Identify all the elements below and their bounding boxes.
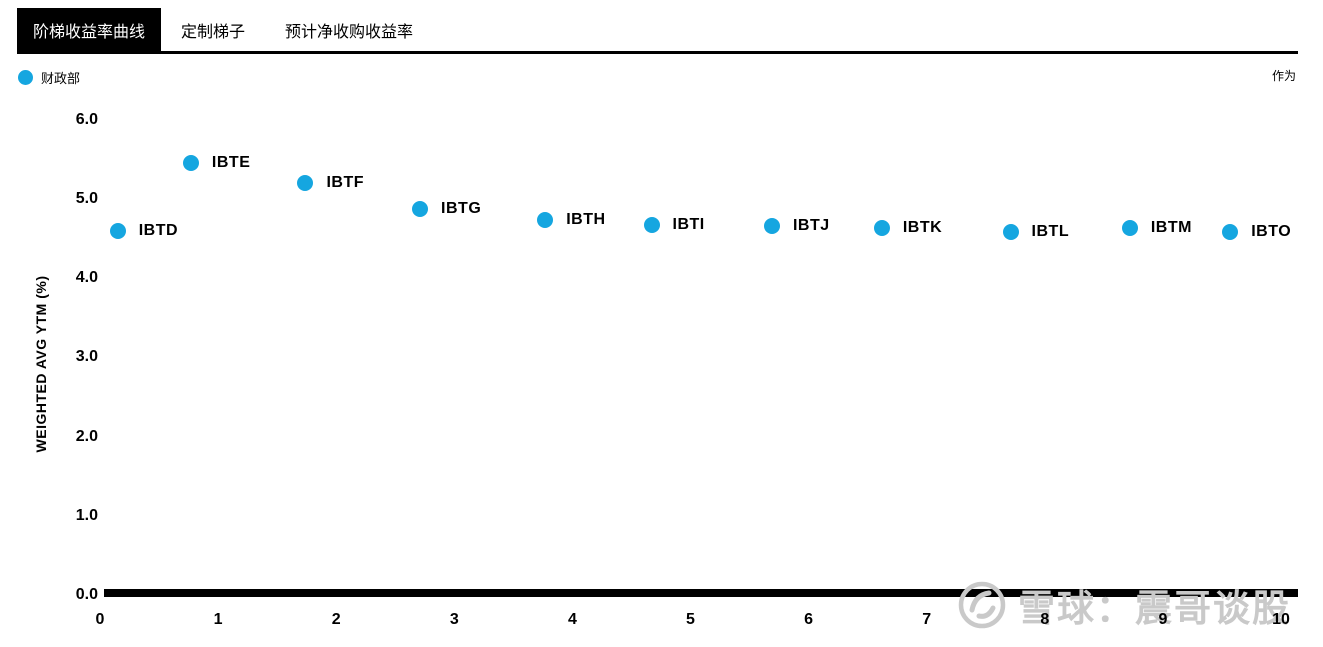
legend-series-dot-icon [18,70,33,85]
data-point-label: IBTL [1031,222,1070,240]
data-point-label: IBTD [138,221,179,239]
y-tick-label: 2.0 [75,427,98,445]
data-point-IBTG[interactable] [412,200,429,217]
x-tick-label: 8 [1040,611,1050,628]
tab-label: 定制梯子 [181,23,246,41]
data-point-IBTO[interactable] [1222,223,1239,240]
data-point-IBTD[interactable] [109,222,126,239]
data-point-label: IBTJ [792,217,830,235]
x-tick-label: 4 [567,611,577,628]
y-tick-label: 5.0 [75,190,98,208]
x-tick-label: 2 [331,611,341,628]
data-point-IBTE[interactable] [182,154,199,171]
y-tick-label: 6.0 [75,110,98,128]
data-point-label: IBTO [1251,222,1292,240]
data-point-IBTJ[interactable] [763,218,780,235]
data-point-IBTF[interactable] [297,175,314,192]
data-point-label: IBTF [326,174,365,192]
x-tick-label: 1 [213,611,223,628]
data-point-IBTM[interactable] [1121,219,1138,236]
data-point-label: IBTH [566,210,606,228]
x-tick-label: 3 [449,611,459,628]
y-tick-label: 3.0 [75,348,98,366]
y-tick-label: 0.0 [75,586,98,603]
x-tick-label: 0 [95,611,105,628]
tab-ladder-yield-curve[interactable]: 阶梯收益率曲线 [17,8,162,51]
tab-custom-ladder[interactable]: 定制梯子 [161,8,265,51]
legend: 财政部 [18,68,80,87]
data-point-label: IBTE [211,153,251,171]
as-of-label: 作为 [1271,69,1296,83]
tab-estimated-net-acquisition-yield[interactable]: 预计净收购收益率 [265,8,433,51]
x-tick-label: 6 [804,611,814,628]
data-point-IBTI[interactable] [643,217,660,234]
tab-bar: 阶梯收益率曲线 定制梯子 预计净收购收益率 [17,8,1298,54]
data-point-IBTL[interactable] [1002,223,1019,240]
x-axis-line [104,589,1298,597]
data-point-IBTK[interactable] [873,219,890,236]
y-tick-label: 4.0 [75,269,98,287]
y-tick-label: 1.0 [75,506,98,524]
data-point-IBTH[interactable] [537,211,554,228]
data-point-label: IBTM [1150,218,1192,236]
tab-label: 预计净收购收益率 [285,23,414,41]
data-point-label: IBTK [902,218,943,236]
x-tick-label: 10 [1272,611,1290,628]
x-tick-label: 9 [1158,611,1168,628]
legend-series-label: 财政部 [41,71,81,86]
x-tick-label: 5 [686,611,695,628]
x-tick-label: 7 [922,611,932,628]
data-point-label: IBTG [441,199,482,217]
tab-label: 阶梯收益率曲线 [33,23,146,41]
data-point-label: IBTI [672,216,705,234]
